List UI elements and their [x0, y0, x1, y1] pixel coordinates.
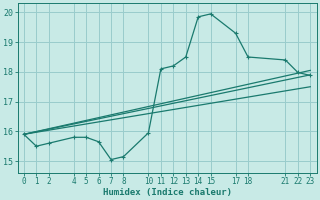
X-axis label: Humidex (Indice chaleur): Humidex (Indice chaleur)	[103, 188, 232, 197]
